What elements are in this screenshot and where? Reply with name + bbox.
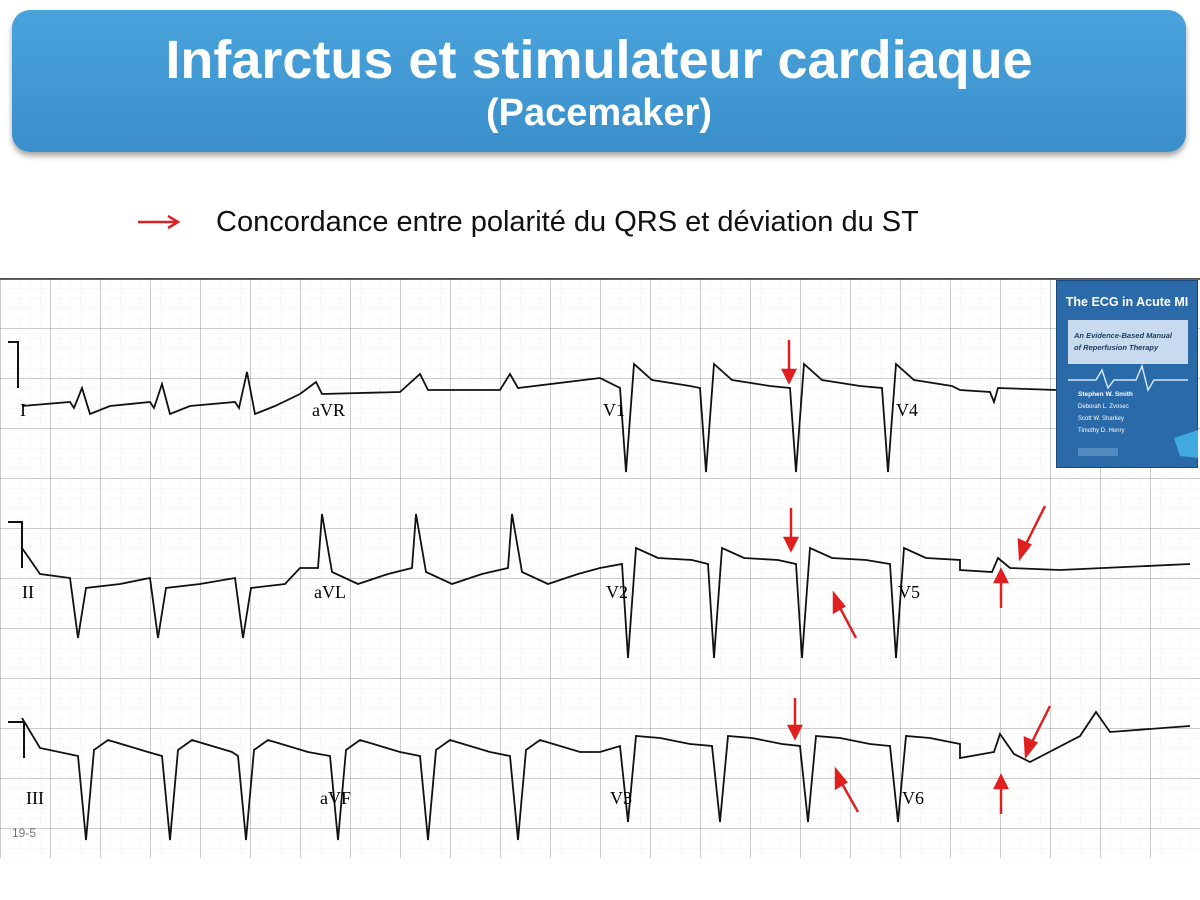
lead-label: V2 xyxy=(606,582,628,602)
lead-label: V5 xyxy=(898,582,920,602)
publisher-logo-icon xyxy=(1078,448,1118,456)
lead-label: V4 xyxy=(896,400,918,420)
lead-label: aVF xyxy=(320,788,351,808)
book-author: Scott W. Sharkey xyxy=(1078,416,1124,422)
red-arrow-icon xyxy=(832,590,858,639)
ecg-trace xyxy=(21,513,1191,659)
red-arrow-icon xyxy=(786,698,804,741)
red-arrow-icon xyxy=(138,214,181,230)
figure-number: 19-5 xyxy=(12,826,37,840)
legend-text: Concordance entre polarité du QRS et dév… xyxy=(216,205,919,238)
red-arrow-icon xyxy=(780,340,798,385)
legend: Concordance entre polarité du QRS et dév… xyxy=(136,200,919,244)
lead-label: aVL xyxy=(314,582,346,602)
red-arrow-icon xyxy=(1023,705,1052,760)
lead-label: aVR xyxy=(312,400,345,420)
ecg-strip: I aVR V1 V4 II aVL V2 V5 III aVF V3 V6 xyxy=(0,278,1200,858)
slide-title: Infarctus et stimulateur cardiaque xyxy=(165,30,1033,90)
ecg-traces xyxy=(21,362,1191,841)
red-arrow-icon xyxy=(782,508,800,553)
book-author: Deborah L. Zvosec xyxy=(1078,404,1129,410)
lead-label: V3 xyxy=(610,788,632,808)
book-cover-image: The ECG in Acute MI An Evidence-Based Ma… xyxy=(1056,280,1198,468)
lead-label: V1 xyxy=(603,400,625,420)
slide-subtitle: (Pacemaker) xyxy=(485,92,713,134)
book-title: The ECG in Acute MI xyxy=(1066,295,1188,309)
lead-label: V6 xyxy=(902,788,924,808)
red-arrow-icon xyxy=(992,773,1010,814)
lead-label: II xyxy=(22,582,34,602)
book-author: Stephen W. Smith xyxy=(1078,391,1133,398)
title-banner: Infarctus et stimulateur cardiaque (Pace… xyxy=(12,10,1186,152)
lead-label: I xyxy=(20,400,26,420)
ecg-trace xyxy=(21,710,1191,841)
book-subtitle: of Reperfusion Therapy xyxy=(1074,343,1159,352)
calibration-mark xyxy=(8,341,19,388)
red-arrow-icon xyxy=(1017,505,1047,562)
ecg-trace xyxy=(21,362,1057,473)
lead-label: III xyxy=(26,788,44,808)
calibration-mark xyxy=(8,521,23,568)
red-arrow-icon xyxy=(834,766,860,813)
book-subtitle: An Evidence-Based Manual xyxy=(1073,331,1173,340)
annotation-arrows xyxy=(780,340,1052,814)
book-author: Timothy D. Henry xyxy=(1078,428,1124,434)
red-arrow-icon xyxy=(992,567,1010,608)
